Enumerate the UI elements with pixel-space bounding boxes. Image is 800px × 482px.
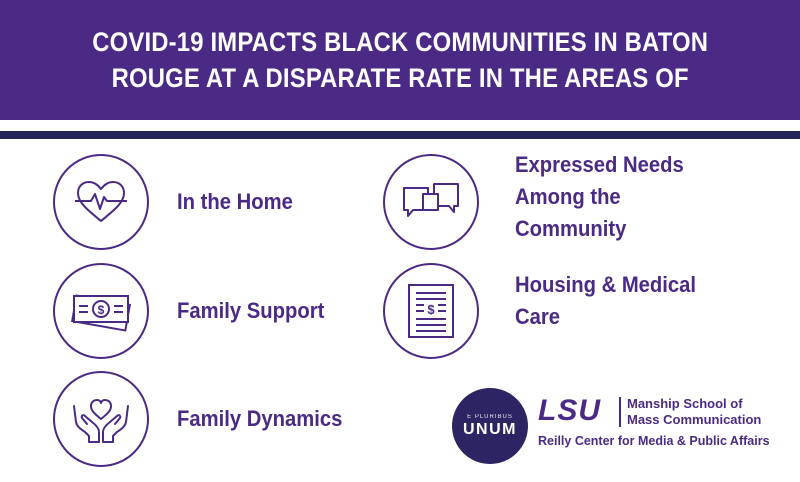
- area-label-line: Care: [515, 304, 561, 329]
- page-title: COVID-19 IMPACTS BLACK COMMUNITIES IN BA…: [92, 24, 708, 96]
- area-item-family-support: $ Family Support: [53, 263, 337, 359]
- area-label: Family Dynamics: [177, 403, 342, 435]
- area-label: Family Support: [177, 295, 324, 327]
- icon-circle: [53, 371, 149, 467]
- icon-circle: [53, 154, 149, 250]
- speech-bubbles-icon: [401, 180, 461, 224]
- title-line-2: ROUGE AT A DISPARATE RATE IN THE AREAS O…: [111, 63, 689, 93]
- area-label-line: Family Dynamics: [177, 406, 343, 431]
- area-label-line: Expressed Needs: [515, 152, 684, 177]
- area-label-line: In the Home: [177, 189, 293, 214]
- icon-circle: $: [53, 263, 149, 359]
- area-label: Housing & Medical Care: [515, 269, 696, 333]
- svg-text:$: $: [427, 302, 435, 317]
- school-line-1: Manship School of: [627, 396, 743, 411]
- title-line-1: COVID-19 IMPACTS BLACK COMMUNITIES IN BA…: [92, 27, 708, 57]
- area-label-line: Community: [515, 216, 627, 241]
- seal-big-text: UNUM: [463, 421, 517, 438]
- area-item-family-dynamics: Family Dynamics: [53, 371, 357, 467]
- icon-circle: [383, 154, 479, 250]
- school-name: Manship School of Mass Communication: [627, 396, 761, 428]
- area-item-housing-medical: $ Housing & Medical Care: [383, 263, 712, 359]
- lsu-logo: LSU: [538, 394, 601, 427]
- divider-rule: [0, 131, 800, 139]
- area-label-line: Among the: [515, 184, 621, 209]
- hands-heart-icon: [70, 394, 132, 444]
- school-line-2: Mass Communication: [627, 412, 762, 427]
- seal-small-text: E PLURIBUS: [467, 414, 513, 420]
- footer-logos: E PLURIBUS UNUM LSU Manship School of Ma…: [452, 388, 782, 466]
- area-label: In the Home: [177, 186, 293, 218]
- area-label: Expressed Needs Among the Community: [515, 149, 684, 245]
- area-item-in-the-home: In the Home: [53, 154, 303, 250]
- unum-seal-logo: E PLURIBUS UNUM: [452, 388, 528, 464]
- area-item-expressed-needs: Expressed Needs Among the Community: [383, 152, 698, 250]
- logo-divider: [619, 397, 621, 427]
- document-dollar-icon: $: [407, 283, 455, 339]
- area-label-line: Family Support: [177, 298, 325, 323]
- center-name: Reilly Center for Media & Public Affairs: [538, 434, 770, 448]
- header-banner: COVID-19 IMPACTS BLACK COMMUNITIES IN BA…: [0, 0, 800, 120]
- heart-pulse-icon: [73, 179, 129, 225]
- area-label-line: Housing & Medical: [515, 272, 697, 297]
- money-bills-icon: $: [68, 289, 134, 333]
- svg-text:$: $: [98, 303, 105, 317]
- icon-circle: $: [383, 263, 479, 359]
